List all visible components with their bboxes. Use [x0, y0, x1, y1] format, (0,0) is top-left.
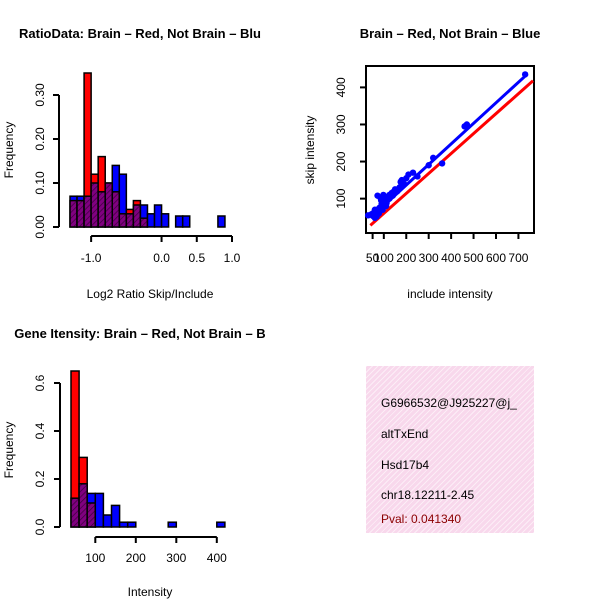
histogram-overlap-bar: [111, 191, 121, 228]
histogram-bar: [94, 492, 105, 528]
scatter-point: [376, 204, 383, 212]
p-value: Pval: 0.041340: [381, 512, 462, 526]
scatter-points: [364, 71, 529, 222]
y-tick-label: 0.4: [33, 422, 47, 439]
x-tick-label: 200: [396, 251, 416, 265]
scatter-point: [377, 197, 385, 204]
ratio-histogram-ylabel: Frequency: [2, 122, 16, 179]
x-tick-label: 400: [441, 251, 461, 265]
info-panel: G6966532@J925227@j_ altTxEnd Hsd17b4 chr…: [366, 366, 534, 533]
histogram-bar: [216, 521, 226, 528]
y-tick-label: 400: [334, 77, 348, 97]
histogram-bar: [160, 213, 170, 228]
scatter-point: [373, 213, 380, 220]
x-tick-label: 50: [366, 251, 380, 265]
intensity-histogram: Gene Itensity: Brain – Red, Not Brain – …: [2, 326, 266, 599]
intensity-scatter-xlabel: include intensity: [407, 287, 492, 301]
x-tick-label: 600: [486, 251, 506, 265]
intensity-scatter: Brain – Red, Not Brain – Blue 1002003004…: [303, 26, 540, 301]
x-tick-label: 300: [166, 551, 186, 565]
x-tick-label: 0.5: [188, 251, 205, 265]
y-tick-label: 0.10: [33, 171, 47, 195]
x-tick-label: 300: [419, 251, 439, 265]
histogram-bar: [126, 521, 137, 528]
histogram-overlap-bar: [90, 182, 99, 228]
histogram-bar: [167, 521, 178, 528]
event-type: altTxEnd: [381, 427, 429, 441]
x-tick-label: -1.0: [81, 251, 102, 265]
x-tick-label: 400: [207, 551, 227, 565]
scatter-point: [429, 154, 437, 162]
histogram-bar: [110, 504, 121, 528]
histogram-overlap-bar: [97, 191, 106, 228]
histogram-bar: [217, 215, 226, 228]
histogram-overlap-bar: [83, 195, 92, 228]
y-tick-label: 0.30: [33, 83, 47, 107]
scatter-point: [386, 195, 393, 202]
intensity-histogram-xlabel: Intensity: [128, 585, 173, 599]
x-tick-label: 0.0: [153, 251, 170, 265]
scatter-point: [392, 187, 400, 194]
intensity-histogram-title: Gene Itensity: Brain – Red, Not Brain – …: [14, 326, 265, 341]
intensity-histogram-axes: 100 200 300 400 0.0 0.2 0.4 0.6: [33, 374, 227, 565]
histogram-overlap-bar: [78, 483, 88, 528]
ratio-histogram-xlabel: Log2 Ratio Skip/Include: [87, 287, 214, 301]
ratio-histogram: RatioData: Brain – Red, Not Brain – Blu …: [2, 26, 261, 301]
histogram-bar: [153, 204, 163, 228]
y-tick-label: 0.00: [33, 215, 47, 239]
scatter-plot-box: [365, 65, 535, 234]
ratio-histogram-bars: [69, 72, 226, 228]
scatter-point: [438, 160, 446, 167]
intensity-scatter-title: Brain – Red, Not Brain – Blue: [360, 26, 541, 41]
histogram-bar: [174, 215, 184, 228]
event-id: G6966532@J925227@j_: [381, 396, 517, 410]
histogram-bar: [118, 521, 129, 528]
histogram-overlap-bar: [139, 217, 149, 228]
ratio-histogram-axes: -1.0 0.0 0.5 1.0 0.00 0.10 0.20 0.30: [33, 83, 241, 265]
x-tick-label: 500: [464, 251, 484, 265]
histogram-overlap-bar: [70, 497, 80, 528]
x-tick-label: 100: [85, 551, 105, 565]
gene-name: Hsd17b4: [381, 458, 430, 472]
scatter-point: [409, 169, 417, 176]
scatter-point: [463, 121, 471, 128]
histogram-overlap-bar: [118, 213, 128, 228]
intensity-scatter-ylabel: skip intensity: [303, 116, 317, 185]
scatter-point: [397, 178, 404, 186]
x-tick-label: 1.0: [224, 251, 241, 265]
histogram-overlap-bar: [76, 199, 85, 228]
scatter-point: [521, 71, 529, 78]
y-tick-label: 200: [334, 151, 348, 171]
y-tick-label: 300: [334, 114, 348, 134]
intensity-histogram-ylabel: Frequency: [2, 422, 16, 479]
x-tick-label: 700: [508, 251, 528, 265]
intensity-histogram-bars: [70, 370, 226, 528]
y-tick-label: 0.2: [33, 470, 47, 487]
genomic-location: chr18.12211-2.45: [381, 488, 475, 502]
histogram-bar: [102, 514, 113, 528]
y-tick-label: 100: [334, 188, 348, 208]
histogram-bar: [146, 213, 156, 228]
histogram-overlap-bar: [104, 182, 114, 228]
y-tick-label: 0.20: [33, 127, 47, 151]
scatter-point: [380, 191, 387, 199]
x-tick-label: 100: [374, 251, 394, 265]
histogram-bar: [181, 215, 191, 228]
x-tick-label: 200: [126, 551, 146, 565]
histogram-overlap-bar: [125, 213, 135, 228]
y-tick-label: 0.6: [33, 374, 47, 391]
fit-line: [369, 79, 534, 227]
histogram-overlap-bar: [86, 502, 97, 528]
scatter-point: [414, 173, 421, 180]
histogram-overlap-bar: [132, 204, 142, 228]
histogram-overlap-bar: [69, 199, 78, 228]
scatter-fit-lines: [369, 72, 534, 227]
ratio-histogram-title: RatioData: Brain – Red, Not Brain – Blu: [19, 26, 261, 41]
y-tick-label: 0.0: [33, 518, 47, 535]
scatter-point: [425, 162, 432, 169]
